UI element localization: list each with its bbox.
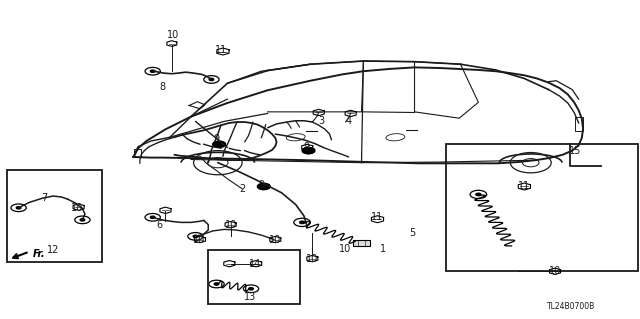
Bar — [7, 170, 102, 262]
Text: 3: 3 — [318, 116, 324, 126]
Text: 14: 14 — [249, 259, 261, 269]
Circle shape — [150, 216, 155, 219]
Text: TL24B0700B: TL24B0700B — [547, 302, 595, 311]
Bar — [447, 144, 638, 271]
Text: 10: 10 — [306, 254, 319, 263]
Text: 6: 6 — [156, 219, 162, 230]
Circle shape — [150, 70, 155, 72]
Text: 9: 9 — [258, 180, 264, 190]
Text: 5: 5 — [410, 228, 416, 238]
Text: 10: 10 — [167, 30, 179, 40]
Text: 9: 9 — [214, 134, 220, 144]
Circle shape — [80, 219, 84, 221]
Text: Fr.: Fr. — [33, 249, 45, 259]
Text: 7: 7 — [41, 193, 47, 203]
Text: 11: 11 — [518, 181, 531, 190]
Text: 10: 10 — [339, 244, 351, 254]
Text: 10: 10 — [71, 203, 83, 213]
Bar — [208, 250, 300, 304]
Text: 13: 13 — [244, 292, 256, 302]
Circle shape — [209, 78, 214, 81]
Bar — [353, 240, 371, 246]
Text: 11: 11 — [215, 45, 227, 55]
Text: 10: 10 — [549, 266, 561, 276]
Text: 1: 1 — [380, 244, 386, 254]
Circle shape — [214, 283, 219, 285]
Text: 12: 12 — [47, 245, 60, 255]
Text: 9: 9 — [303, 142, 309, 152]
Circle shape — [212, 141, 225, 147]
Text: 8: 8 — [159, 82, 165, 92]
Circle shape — [476, 193, 481, 196]
Circle shape — [302, 147, 315, 154]
Text: 11: 11 — [371, 212, 383, 222]
Text: 2: 2 — [239, 184, 245, 194]
Text: 10: 10 — [193, 234, 205, 245]
Bar — [575, 117, 583, 131]
Text: 10: 10 — [269, 234, 282, 245]
Text: 4: 4 — [346, 116, 352, 126]
Circle shape — [193, 235, 198, 238]
Circle shape — [257, 183, 270, 190]
Circle shape — [249, 288, 253, 290]
Circle shape — [16, 207, 21, 209]
Text: 15: 15 — [569, 145, 582, 156]
Circle shape — [300, 221, 305, 224]
Text: 10: 10 — [225, 219, 237, 230]
Bar — [134, 149, 141, 157]
